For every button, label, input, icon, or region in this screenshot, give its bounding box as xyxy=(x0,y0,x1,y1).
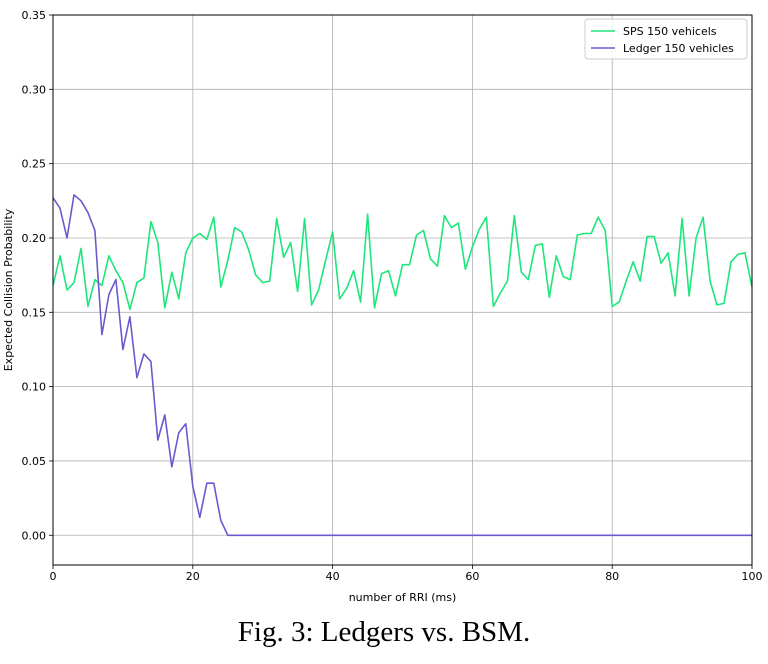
y-axis-label: Expected Collision Probability xyxy=(2,208,15,371)
series-line-ledger-150-vehicles xyxy=(52,194,752,537)
plot-area-frame xyxy=(52,14,753,566)
x-tick-label: 60 xyxy=(465,570,479,583)
series-line-sps-150-vehicels xyxy=(52,213,753,311)
y-tick-label: 0.35 xyxy=(22,9,47,22)
y-tick-label: 0.25 xyxy=(22,158,47,171)
legend-label-sps-150-vehicels: SPS 150 vehicels xyxy=(623,25,717,38)
x-tick-label: 0 xyxy=(50,570,57,583)
y-tick-label: 0.20 xyxy=(22,232,47,245)
x-tick-label: 100 xyxy=(742,570,763,583)
y-tick-label: 0.15 xyxy=(22,306,47,319)
y-tick-label: 0.00 xyxy=(22,529,47,542)
legend: SPS 150 vehicels Ledger 150 vehicles xyxy=(584,18,748,60)
y-tick-label: 0.30 xyxy=(22,83,47,96)
legend-label-ledger-150-vehicles: Ledger 150 vehicles xyxy=(623,42,734,55)
x-tick-label: 20 xyxy=(186,570,200,583)
axis-ticks: 0 20 40 60 80 100 0.00 0.05 0.10 0.15 0.20 0.25 0.30… xyxy=(22,9,763,583)
grid-lines xyxy=(52,14,753,565)
y-tick-label: 0.10 xyxy=(22,381,47,394)
x-axis-label: number of RRI (ms) xyxy=(349,591,457,604)
figure-caption: Fig. 3: Ledgers vs. BSM. xyxy=(237,616,531,648)
legend-box xyxy=(584,18,748,60)
x-tick-label: 80 xyxy=(605,570,619,583)
x-tick-label: 40 xyxy=(326,570,340,583)
y-tick-label: 0.05 xyxy=(22,455,47,468)
series-layer xyxy=(52,194,753,537)
